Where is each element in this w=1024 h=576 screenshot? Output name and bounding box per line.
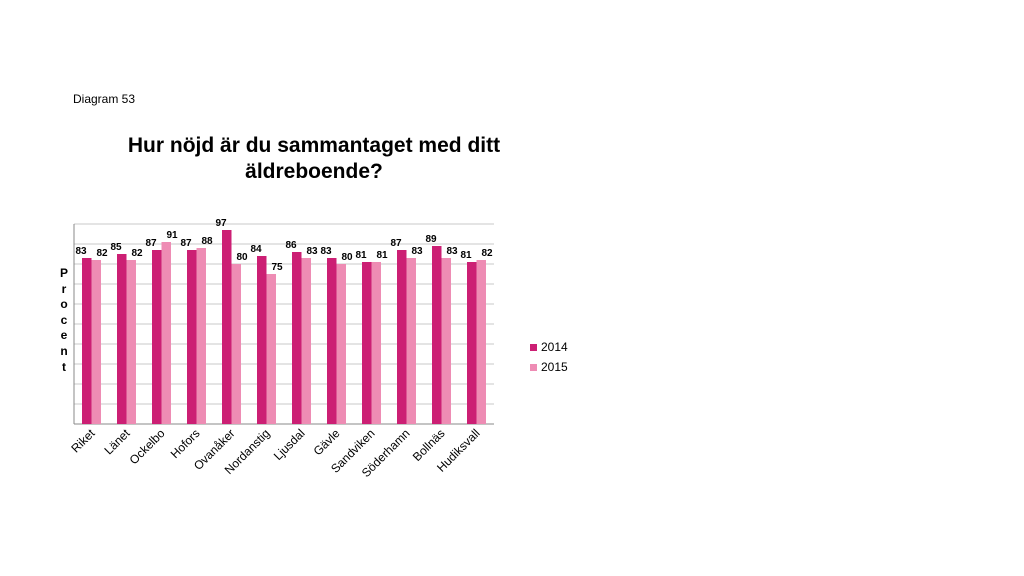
- data-label-2014: 83: [320, 246, 332, 257]
- bar-2014: [432, 246, 442, 424]
- data-label-2015: 88: [201, 236, 213, 247]
- data-label-2015: 91: [166, 230, 178, 241]
- data-label-2015: 81: [376, 250, 388, 261]
- data-label-2014: 89: [425, 234, 437, 245]
- bar-2014: [222, 230, 232, 424]
- bar-2015: [301, 258, 311, 424]
- legend-swatch-2015: [530, 363, 537, 371]
- bar-2014: [362, 262, 372, 424]
- x-tick-label: Länet: [101, 426, 133, 458]
- data-label-2015: 80: [236, 252, 248, 263]
- legend-label-2014: 2014: [541, 340, 568, 354]
- bar-2014: [257, 256, 267, 424]
- data-label-2015: 83: [446, 246, 458, 257]
- y-axis-label-letter: e: [60, 328, 68, 343]
- y-axis-label-letter: t: [62, 359, 66, 374]
- y-axis-label-letter: o: [60, 297, 68, 312]
- x-tick-label: Ljusdal: [271, 426, 308, 463]
- diagram-label: Diagram 53: [73, 92, 136, 106]
- chart-title: Hur nöjd är du sammantaget med ditt äldr…: [127, 134, 501, 183]
- x-tick-label: Ockelbo: [127, 426, 168, 467]
- data-label-2015: 82: [481, 248, 493, 259]
- bar-2015: [336, 264, 346, 424]
- legend-item-2014: 2014: [530, 337, 568, 357]
- data-label-2014: 87: [145, 238, 157, 249]
- data-label-2014: 83: [75, 246, 87, 257]
- data-label-2014: 86: [285, 240, 297, 251]
- bar-2015: [126, 260, 136, 424]
- data-label-2015: 83: [411, 246, 423, 257]
- bar-2015: [441, 258, 451, 424]
- bar-2015: [161, 242, 171, 424]
- data-label-2015: 75: [271, 262, 283, 273]
- data-label-2014: 87: [180, 238, 192, 249]
- legend-swatch-2014: [530, 343, 537, 351]
- data-label-2014: 87: [390, 238, 402, 249]
- bar-2014: [152, 250, 162, 424]
- x-tick-label: Riket: [68, 426, 98, 456]
- data-label-2015: 83: [306, 246, 318, 257]
- bar-2015: [406, 258, 416, 424]
- bar-2014: [327, 258, 337, 424]
- bar-2014: [467, 262, 477, 424]
- bar-2015: [371, 262, 381, 424]
- bar-2014: [292, 252, 302, 424]
- data-label-2014: 84: [250, 244, 262, 255]
- data-label-2015: 82: [96, 248, 108, 259]
- legend-item-2015: 2015: [530, 357, 568, 377]
- bar-2014: [187, 250, 197, 424]
- bar-2015: [91, 260, 101, 424]
- data-label-2014: 97: [215, 218, 227, 229]
- y-axis-label-letter: n: [60, 343, 68, 358]
- data-label-2015: 82: [131, 248, 143, 259]
- y-axis-label-letter: c: [60, 312, 68, 327]
- y-axis-label-letter: P: [59, 266, 68, 280]
- data-label-2014: 85: [110, 242, 122, 253]
- legend: 2014 2015: [530, 337, 568, 377]
- bar-2014: [82, 258, 92, 424]
- bar-2015: [231, 264, 241, 424]
- bar-2015: [266, 274, 276, 424]
- data-label-2014: 81: [355, 250, 367, 261]
- bar-2015: [196, 248, 206, 424]
- bar-2014: [397, 250, 407, 424]
- bar-2015: [476, 260, 486, 424]
- data-label-2015: 80: [341, 252, 353, 263]
- y-axis-label-letter: r: [61, 281, 67, 296]
- bar-2014: [117, 254, 127, 424]
- x-tick-label: Gävle: [311, 426, 343, 458]
- legend-label-2015: 2015: [541, 360, 568, 374]
- data-label-2014: 81: [460, 250, 472, 261]
